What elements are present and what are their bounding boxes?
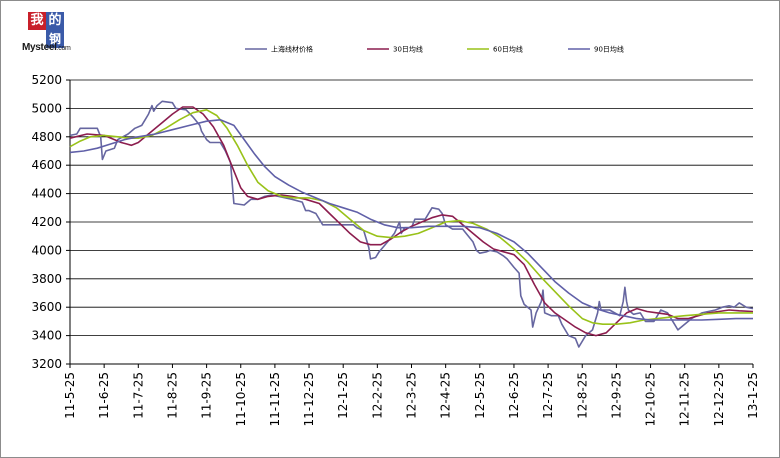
y-tick-label: 3600 <box>31 300 62 314</box>
gridlines <box>70 79 753 365</box>
x-tick-label: 12-11-25 <box>678 372 692 426</box>
x-tick-label: 12-10-25 <box>644 372 658 426</box>
x-tick-label: 11-11-25 <box>268 372 282 426</box>
x-tick-label: 12-5-25 <box>473 372 487 419</box>
legend-label: 30日均线 <box>393 45 423 54</box>
x-tick-label: 12-12-25 <box>712 372 726 426</box>
logo-char-box: 钢 <box>46 30 64 48</box>
x-tick-label: 11-6-25 <box>97 372 111 419</box>
legend-label: 90日均线 <box>594 45 624 54</box>
y-tick-label: 3400 <box>31 329 62 343</box>
mysteel-logo: 我 的 钢 Mysteel.com <box>22 12 82 56</box>
series-line <box>69 106 754 337</box>
logo-name: Mysteel <box>22 42 57 53</box>
x-tick-label: 11-9-25 <box>200 372 214 419</box>
x-tick-label: 11-7-25 <box>131 372 145 419</box>
y-tick-label: 4600 <box>31 158 62 172</box>
logo-char-box: 的 <box>46 12 64 30</box>
y-tick-label: 3200 <box>31 357 62 371</box>
y-tick-label: 4000 <box>31 243 62 257</box>
y-tick-labels: 3200 3400 3600 3800 4000 4200 4400 4600 4800 5000… <box>31 73 62 371</box>
x-tick-label: 12-2-25 <box>370 372 384 419</box>
logo-char-box: 我 <box>28 12 46 30</box>
x-tick-label: 12-9-25 <box>609 372 623 419</box>
x-tick-label: 12-1-25 <box>336 372 350 419</box>
y-tick-label: 3800 <box>31 272 62 286</box>
x-tick-label: 11-5-25 <box>63 372 77 419</box>
logo-domain: .com <box>56 45 71 52</box>
x-tick-label: 12-4-25 <box>439 372 453 419</box>
x-tick-labels: 11-5-25 11-6-25 11-7-25 11-8-25 11-9-25 11-10… <box>63 372 760 426</box>
x-tick-label: 12-8-25 <box>575 372 589 419</box>
y-tick-label: 5200 <box>31 73 62 87</box>
y-tick-label: 5000 <box>31 101 62 115</box>
x-tick-label: 13-1-25 <box>746 372 760 419</box>
series-line <box>69 100 754 348</box>
axes <box>66 79 754 368</box>
x-tick-label: 11-8-25 <box>165 372 179 419</box>
y-tick-label: 4800 <box>31 130 62 144</box>
legend-label: 60日均线 <box>493 45 523 54</box>
legend: 上海线材价格 30日均线 60日均线 90日均线 <box>245 45 624 54</box>
series-line <box>69 109 753 325</box>
x-tick-label: 12-6-25 <box>507 372 521 419</box>
x-tick-label: 12-3-25 <box>405 372 419 419</box>
logo-wordmark: Mysteel.com <box>22 42 71 53</box>
legend-label: 上海线材价格 <box>271 45 313 54</box>
y-tick-label: 4200 <box>31 215 62 229</box>
series-lines <box>69 100 754 348</box>
x-tick-label: 12-7-25 <box>541 372 555 419</box>
series-line <box>69 119 753 321</box>
x-tick-label: 11-12-25 <box>302 372 316 426</box>
x-tick-label: 11-10-25 <box>234 372 248 426</box>
y-tick-label: 4400 <box>31 187 62 201</box>
